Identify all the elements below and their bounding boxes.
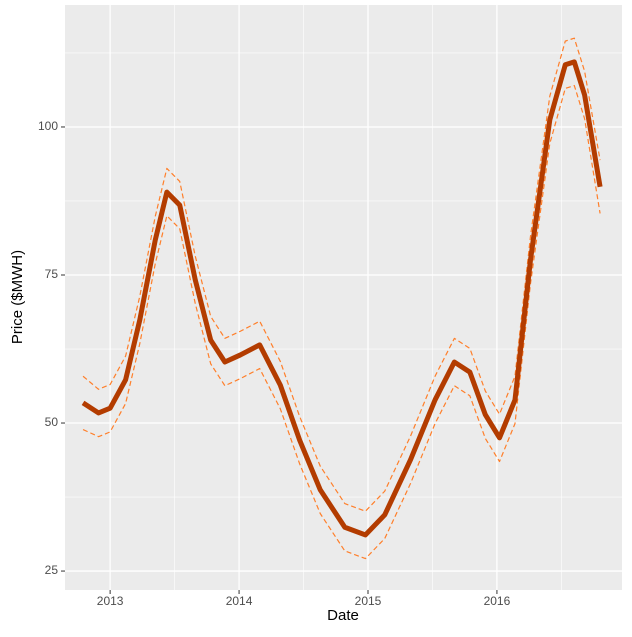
trend-line	[81, 59, 603, 538]
x-tick-label: 2015	[355, 594, 382, 608]
band-line	[82, 37, 601, 512]
y-tick-label: 25	[45, 563, 59, 577]
y-tick-label: 100	[38, 119, 58, 133]
y-tick-label: 75	[45, 267, 59, 281]
x-axis-label: Date	[327, 607, 359, 624]
x-tick-label: 2016	[484, 594, 511, 608]
y-axis-label: Price ($MWH)	[9, 250, 26, 344]
x-tick-label: 2013	[97, 594, 124, 608]
y-tick-label: 50	[45, 415, 59, 429]
x-tick-label: 2014	[226, 594, 253, 608]
band-line	[82, 84, 601, 560]
